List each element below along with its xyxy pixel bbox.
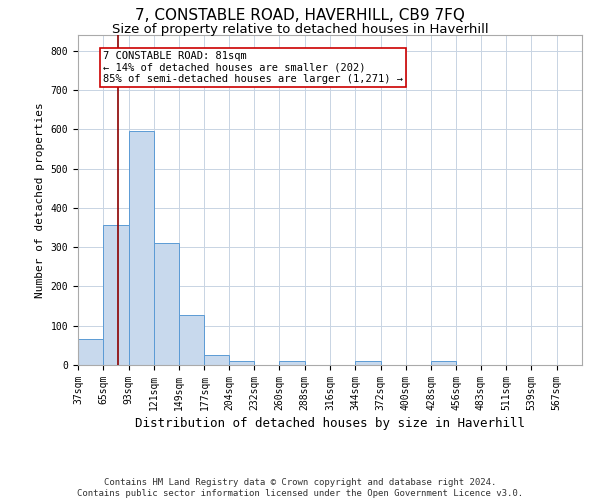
Text: 7, CONSTABLE ROAD, HAVERHILL, CB9 7FQ: 7, CONSTABLE ROAD, HAVERHILL, CB9 7FQ (135, 8, 465, 22)
Bar (229, 361, 254, 365)
Bar (154, 243, 179, 365)
Bar (103, 225, 128, 365)
X-axis label: Distribution of detached houses by size in Haverhill: Distribution of detached houses by size … (135, 417, 525, 430)
Bar (205, 355, 229, 365)
Text: 7 CONSTABLE ROAD: 81sqm
← 14% of detached houses are smaller (202)
85% of semi-d: 7 CONSTABLE ROAD: 81sqm ← 14% of detache… (103, 50, 403, 84)
Text: Contains HM Land Registry data © Crown copyright and database right 2024.
Contai: Contains HM Land Registry data © Crown c… (77, 478, 523, 498)
Bar (431, 361, 457, 365)
Bar (78, 340, 103, 365)
Bar (128, 131, 154, 365)
Y-axis label: Number of detached properties: Number of detached properties (35, 102, 45, 298)
Text: Size of property relative to detached houses in Haverhill: Size of property relative to detached ho… (112, 22, 488, 36)
Bar (179, 315, 205, 365)
Bar (355, 361, 380, 365)
Bar (280, 361, 305, 365)
